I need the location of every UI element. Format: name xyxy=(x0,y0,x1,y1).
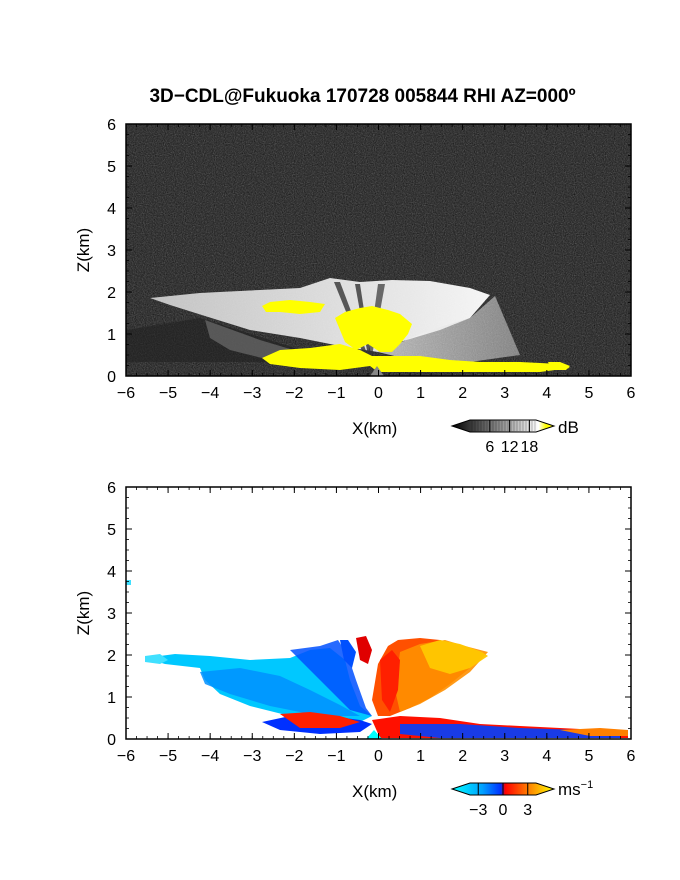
x-tick-label: 0 xyxy=(374,748,383,765)
x-tick-label: 2 xyxy=(458,385,467,402)
x-tick-label: −5 xyxy=(159,748,177,765)
x-tick-label: 6 xyxy=(627,748,636,765)
y-tick-label: 0 xyxy=(107,369,116,386)
x-tick-label: 4 xyxy=(542,385,551,402)
x-tick-label: −5 xyxy=(159,385,177,402)
x-tick-label: −4 xyxy=(201,385,219,402)
top-backscatter-field xyxy=(126,124,631,376)
x-tick-label: 1 xyxy=(416,748,425,765)
y-tick-label: 2 xyxy=(107,648,116,665)
x-tick-label: −3 xyxy=(243,385,261,402)
y-tick-label: 4 xyxy=(107,564,116,581)
x-tick-label: −1 xyxy=(327,748,345,765)
x-tick-label: 3 xyxy=(500,748,509,765)
top-colorbar-unit: dB xyxy=(558,418,579,437)
bottom-x-tick-labels: −6 −5 −4 −3 −2 −1 0 1 2 3 4 5 6 xyxy=(117,748,636,765)
x-tick-label: 4 xyxy=(542,748,551,765)
bottom-colorbar-ticks: −3 0 3 xyxy=(469,783,532,819)
top-x-axis-label: X(km) xyxy=(352,419,397,438)
y-tick-label: 3 xyxy=(107,243,116,260)
x-tick-label: 5 xyxy=(584,748,593,765)
bottom-axis-ticks xyxy=(125,486,632,740)
x-tick-label: −4 xyxy=(201,748,219,765)
colorbar-tick-label: 0 xyxy=(499,802,508,819)
x-tick-label: −1 xyxy=(327,385,345,402)
colorbar-tick-label: −3 xyxy=(469,802,487,819)
bottom-x-axis-label: X(km) xyxy=(352,782,397,801)
x-tick-label: 0 xyxy=(374,385,383,402)
y-tick-label: 5 xyxy=(107,522,116,539)
y-tick-label: 6 xyxy=(107,117,116,134)
x-tick-label: 3 xyxy=(500,385,509,402)
bottom-y-tick-labels: 0 1 2 3 4 5 6 xyxy=(107,480,116,749)
top-y-tick-labels: 0 1 2 3 4 5 6 xyxy=(107,117,116,386)
y-tick-label: 1 xyxy=(107,690,116,707)
x-tick-label: −2 xyxy=(285,748,303,765)
colorbar-tick-label: 18 xyxy=(521,439,539,456)
top-axis-ticks xyxy=(125,123,632,377)
x-tick-label: 6 xyxy=(627,385,636,402)
y-tick-label: 2 xyxy=(107,285,116,302)
x-tick-label: −2 xyxy=(285,385,303,402)
top-colorbar-ticks: 6 12 18 xyxy=(485,420,538,456)
top-x-tick-labels: −6 −5 −4 −3 −2 −1 0 1 2 3 4 5 6 xyxy=(117,385,636,402)
x-tick-label: −6 xyxy=(117,748,135,765)
colorbar-tick-label: 12 xyxy=(501,439,519,456)
y-tick-label: 4 xyxy=(107,201,116,218)
bottom-velocity-field xyxy=(126,487,631,739)
y-tick-label: 1 xyxy=(107,327,116,344)
colorbar-tick-label: 3 xyxy=(523,802,532,819)
y-tick-label: 6 xyxy=(107,480,116,497)
x-tick-label: −6 xyxy=(117,385,135,402)
bottom-y-axis-label: Z(km) xyxy=(74,591,93,635)
top-colorbar: dB 6 12 18 xyxy=(450,418,579,456)
bottom-colorbar: ms−1 −3 0 3 xyxy=(450,779,593,819)
y-tick-label: 3 xyxy=(107,606,116,623)
x-tick-label: 5 xyxy=(584,385,593,402)
x-tick-label: −3 xyxy=(243,748,261,765)
y-tick-label: 5 xyxy=(107,159,116,176)
page-title: 3D−CDL@Fukuoka 170728 005844 RHI AZ=000º xyxy=(149,86,576,107)
x-tick-label: 2 xyxy=(458,748,467,765)
bottom-colorbar-unit: ms−1 xyxy=(558,779,593,799)
top-y-axis-label: Z(km) xyxy=(74,228,93,272)
colorbar-tick-label: 6 xyxy=(485,439,494,456)
top-colorbar-stripes xyxy=(471,421,536,431)
x-tick-label: 1 xyxy=(416,385,425,402)
y-tick-label: 0 xyxy=(107,732,116,749)
top-yellow-echo xyxy=(262,300,570,372)
